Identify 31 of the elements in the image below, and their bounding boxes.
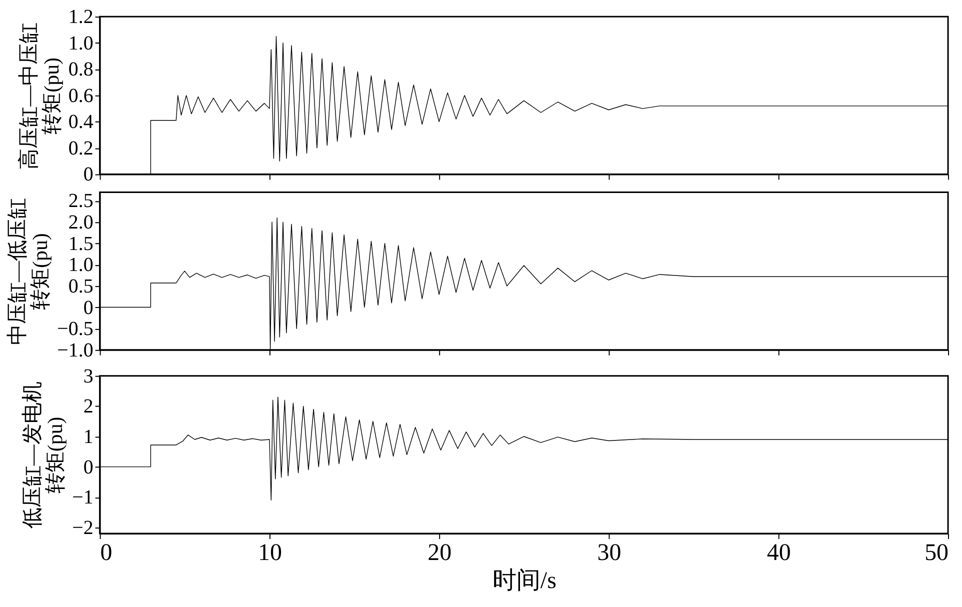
y-tick-label: 1.0 — [68, 254, 94, 276]
x-tick-label: 0 — [100, 540, 112, 566]
y-tick-label: −1 — [72, 486, 94, 509]
x-tick-label: 50 — [924, 540, 949, 566]
y-tick-label: 1.5 — [68, 232, 94, 255]
y-tick-label: −1.0 — [57, 339, 94, 362]
y-tick-label: 0.5 — [68, 275, 94, 298]
y-tick-label: 0.2 — [68, 137, 94, 160]
y-tick-label: 0 — [83, 296, 94, 319]
y-axis-title: 高压缸—中压缸转矩(pu) — [16, 22, 64, 170]
y-tick-label: −2 — [72, 516, 94, 539]
y-tick-label: −0.5 — [57, 318, 94, 340]
y-tick-label: 0.8 — [68, 58, 94, 81]
y-tick-label: 2 — [83, 396, 94, 418]
y-tick-label: 2.5 — [68, 190, 94, 212]
x-tick-label: 10 — [258, 540, 282, 566]
y-tick-label: 1.0 — [68, 32, 94, 54]
y-tick-label: 0.6 — [68, 84, 94, 107]
x-tick-label: 30 — [597, 540, 622, 566]
y-axis-title: 低压缸—发电机转矩(pu) — [20, 382, 68, 529]
y-tick-label: 1.2 — [68, 6, 94, 28]
y-axis-title: 中压缸—低压缸转矩(pu) — [5, 198, 52, 346]
y-tick-label: 3 — [83, 365, 94, 388]
y-tick-label: 0 — [83, 456, 94, 478]
y-tick-label: 2.0 — [68, 212, 94, 234]
y-tick-label: 0 — [83, 164, 94, 186]
y-tick-label: 0.4 — [68, 111, 94, 134]
x-axis-title: 时间/s — [492, 568, 556, 594]
y-tick-label: 1 — [83, 426, 94, 448]
x-tick-label: 20 — [428, 540, 452, 566]
x-tick-label: 40 — [766, 540, 791, 566]
